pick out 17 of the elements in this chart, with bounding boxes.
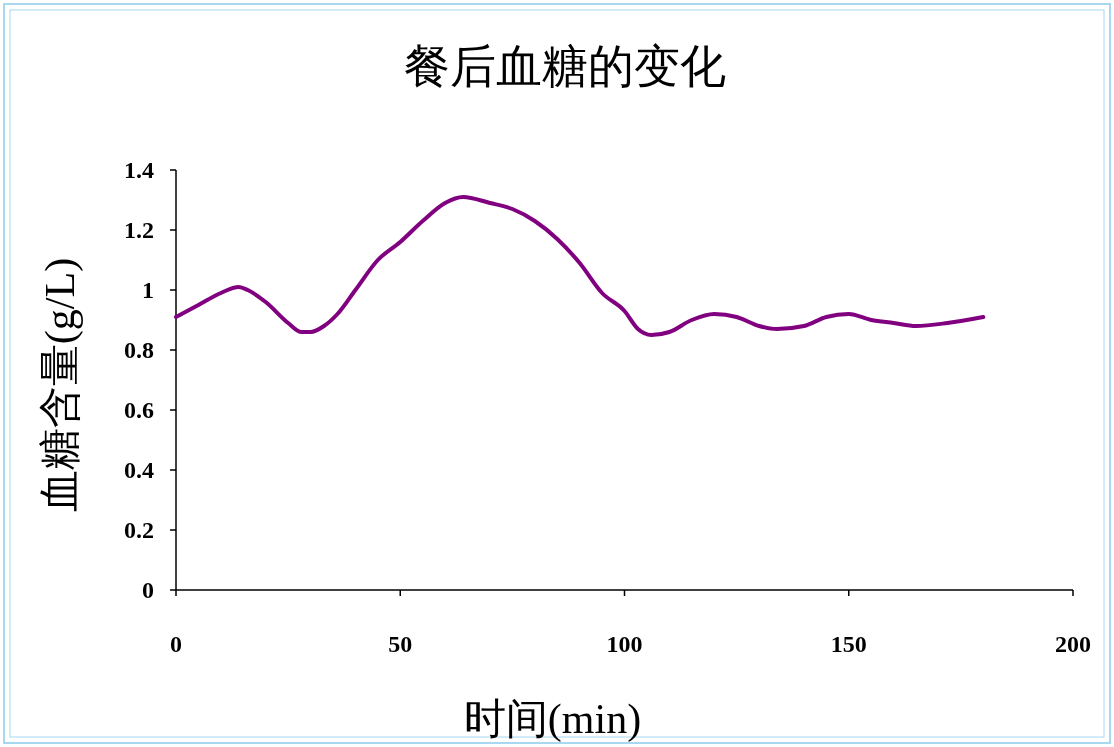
x-tick-label: 150 [830, 631, 867, 657]
y-axis-title: 血糖含量(g/L) [37, 257, 84, 513]
y-tick-label: 0.6 [124, 397, 154, 424]
y-tick-label: 1 [142, 277, 154, 304]
y-tick-label: 0.8 [124, 337, 154, 364]
x-tick-label: 50 [388, 631, 413, 657]
y-tick-label: 0.2 [124, 517, 154, 544]
chart-title: 餐后血糖的变化 [403, 41, 726, 92]
line-series [174, 195, 986, 337]
y-tick-label: 0.4 [124, 457, 154, 484]
x-tick-label: 100 [606, 631, 643, 657]
x-tick-label: 200 [1055, 631, 1091, 657]
y-tick-label: 0 [142, 577, 154, 604]
x-axis-title: 时间(min) [463, 696, 642, 743]
y-tick-label: 1.2 [124, 217, 154, 244]
y-tick-label: 1.4 [124, 157, 154, 184]
x-tick-label: 0 [170, 631, 182, 657]
